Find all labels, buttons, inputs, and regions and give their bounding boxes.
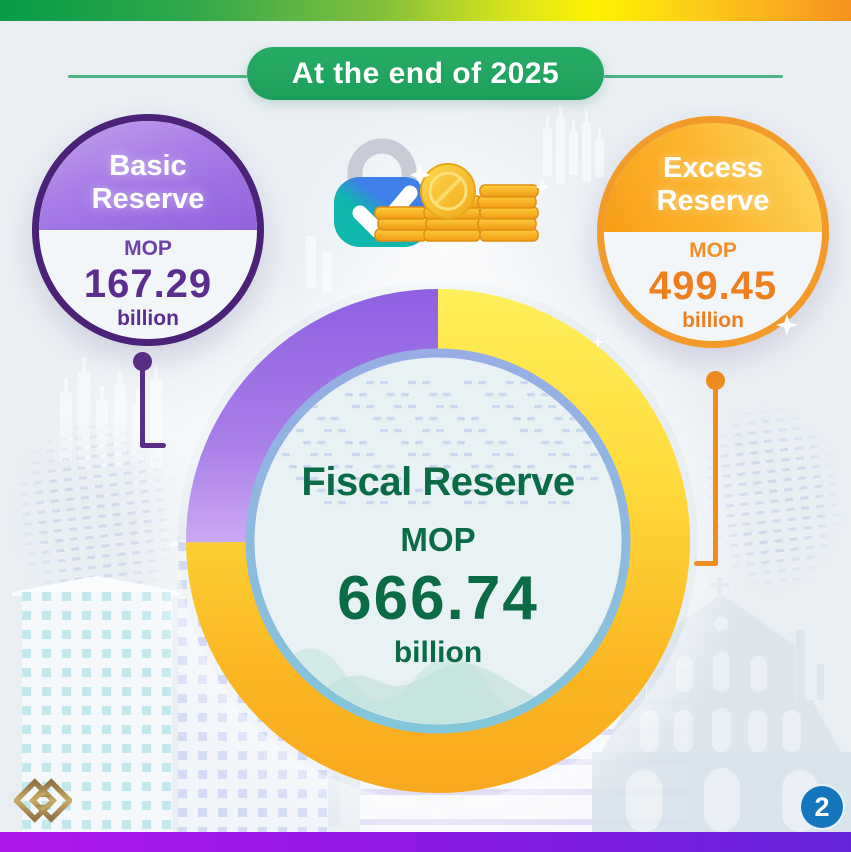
page-number-badge: 2 <box>799 784 845 830</box>
fiscal-reserve-value: 666.74 <box>337 564 539 633</box>
basic-reserve-bubble: Basic Reserve MOP 167.29 billion <box>32 114 264 346</box>
excess-reserve-body: MOP 499.45 billion <box>604 232 822 341</box>
banner: At the end of 2025 <box>247 47 604 100</box>
excess-reserve-title: Excess Reserve <box>656 152 770 217</box>
connector-dot <box>706 371 725 390</box>
fiscal-reserve-center: Fiscal Reserve MOP 666.74 billion <box>268 460 608 670</box>
banner-line-right <box>604 75 783 78</box>
bottom-gradient-bar <box>0 832 851 852</box>
world-map-dots <box>685 392 851 603</box>
basic-reserve-unit: billion <box>117 307 179 330</box>
excess-reserve-header: Excess Reserve <box>604 123 822 232</box>
page-number: 2 <box>814 791 830 822</box>
connector-line <box>694 561 718 566</box>
fiscal-reserve-title: Fiscal Reserve <box>301 460 575 504</box>
excess-reserve-value: 499.45 <box>648 264 778 308</box>
excess-reserve-unit: billion <box>682 309 744 332</box>
connector-line <box>140 366 145 448</box>
basic-reserve-title: Basic Reserve <box>91 150 205 215</box>
banner-label: At the end of 2025 <box>291 56 560 90</box>
lock-check-and-coins-icon <box>334 138 549 247</box>
building-roof <box>12 576 182 596</box>
coins-icon <box>374 163 539 242</box>
banner-line-left <box>68 75 247 78</box>
excess-reserve-currency: MOP <box>689 239 737 262</box>
amcm-logo <box>14 778 72 823</box>
basic-reserve-body: MOP 167.29 billion <box>39 230 257 339</box>
lock-check-icon <box>334 138 430 247</box>
basic-reserve-value: 167.29 <box>83 262 213 306</box>
basic-reserve-currency: MOP <box>124 237 172 260</box>
basic-reserve-header: Basic Reserve <box>39 121 257 230</box>
sparkle-icon <box>410 165 549 194</box>
top-gradient-bar <box>0 0 851 21</box>
fiscal-reserve-currency: MOP <box>400 521 476 558</box>
world-map-dots <box>0 406 199 629</box>
connector-line <box>713 385 718 566</box>
fiscal-reserve-unit: billion <box>393 636 483 669</box>
excess-reserve-bubble: Excess Reserve MOP 499.45 billion <box>597 116 829 348</box>
connector-line <box>140 443 166 448</box>
